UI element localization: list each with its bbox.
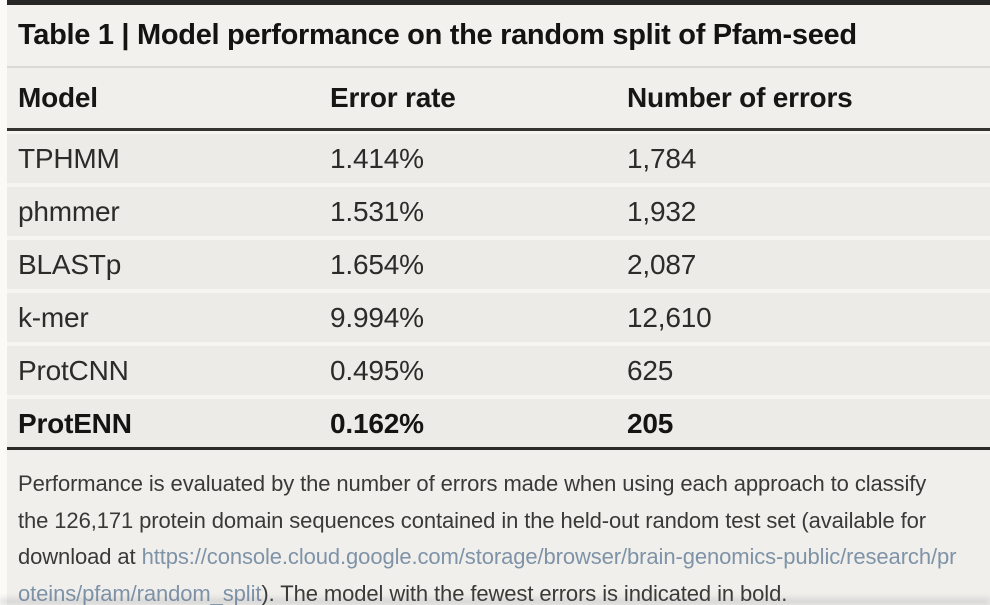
- errors-cell: 2,087: [627, 248, 697, 280]
- table-footnote: Performance is evaluated by the number o…: [7, 450, 990, 605]
- errors-cell: 1,784: [627, 142, 697, 174]
- errors-cell: 12,610: [627, 301, 712, 333]
- error-rate-cell: 1.654%: [330, 248, 424, 280]
- table-title: Table 1 | Model performance on the rando…: [18, 19, 857, 51]
- table-row-blastp: BLASTp 1.654% 2,087: [7, 240, 990, 289]
- model-cell: ProtENN: [18, 407, 132, 439]
- error-rate-cell: 9.994%: [330, 301, 424, 333]
- column-header-model: Model: [18, 82, 98, 113]
- errors-cell: 625: [627, 354, 674, 386]
- model-cell: BLASTp: [18, 248, 122, 280]
- model-cell: phmmer: [18, 195, 120, 227]
- table-container: Table 1 | Model performance on the rando…: [7, 0, 990, 605]
- error-rate-cell: 1.414%: [330, 142, 424, 174]
- table-row-protenn: ProtENN 0.162% 205: [7, 399, 990, 447]
- errors-cell: 1,932: [627, 195, 697, 227]
- column-header-number-of-errors: Number of errors: [627, 82, 853, 113]
- table-body: TPHMM 1.414% 1,784 phmmer 1.531% 1,932 B…: [7, 131, 990, 447]
- error-rate-cell: 0.162%: [330, 407, 424, 439]
- table-bottom-rule: [7, 447, 990, 450]
- table-row-kmer: k-mer 9.994% 12,610: [7, 293, 990, 342]
- header-divider-rule: [7, 128, 990, 131]
- model-cell: ProtCNN: [18, 354, 129, 386]
- errors-cell: 205: [627, 407, 674, 439]
- footnote-link[interactable]: https://console.cloud.google.com/storage…: [18, 544, 957, 605]
- table-header-row: Model Error rate Number of errors: [7, 68, 990, 128]
- table-title-block: Table 1 | Model performance on the rando…: [7, 5, 990, 68]
- error-rate-cell: 1.531%: [330, 195, 424, 227]
- footnote-text-before-link: Performance is evaluated by the number o…: [18, 471, 927, 569]
- table-top-rule: [7, 0, 990, 5]
- table-row-phmmer: phmmer 1.531% 1,932: [7, 187, 990, 236]
- table-row-protcnn: ProtCNN 0.495% 625: [7, 346, 990, 395]
- table-row-tphmm: TPHMM 1.414% 1,784: [7, 134, 990, 183]
- model-cell: k-mer: [18, 301, 89, 333]
- error-rate-cell: 0.495%: [330, 354, 424, 386]
- footnote-text-after-link: ). The model with the fewest errors is i…: [261, 580, 788, 605]
- model-cell: TPHMM: [18, 142, 120, 174]
- column-header-error-rate: Error rate: [330, 82, 456, 113]
